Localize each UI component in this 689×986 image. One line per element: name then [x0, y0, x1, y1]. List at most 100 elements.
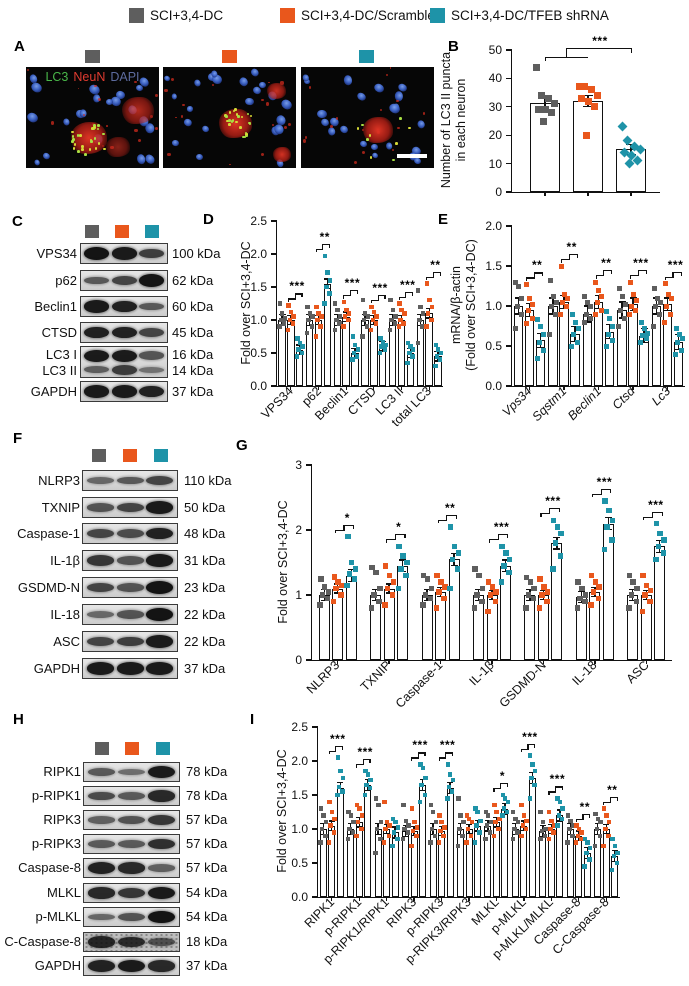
blot-row-label: RIPK3 [43, 812, 81, 827]
error-cap [512, 822, 519, 825]
scatter-point [363, 768, 368, 774]
blot-band [148, 910, 176, 924]
sig-bracket [611, 270, 613, 274]
scatter-point [335, 579, 341, 585]
blot-band [111, 385, 137, 398]
scatter-point [668, 311, 673, 317]
red-speck [97, 97, 101, 101]
sig-bracket [568, 254, 570, 261]
scatter-point [294, 354, 300, 359]
blot-band [84, 366, 110, 374]
scatter-point [433, 605, 440, 611]
scatter-point [497, 816, 502, 822]
nucleus [316, 109, 327, 119]
sig-bracket [438, 757, 440, 761]
blot-row-label: GAPDH [30, 383, 77, 399]
scatter-point [419, 782, 424, 788]
scatter-point [594, 826, 600, 832]
scatter-point [451, 543, 458, 549]
sig-bracket [335, 745, 337, 752]
blot-row-label: TXNIP [41, 499, 80, 515]
error-cap [604, 517, 612, 519]
scatter-point [368, 777, 373, 783]
scatter-point [390, 307, 396, 313]
red-speck [182, 104, 185, 107]
scatter-point [476, 572, 482, 579]
scatter-point [415, 340, 421, 346]
scatter-point [654, 295, 660, 301]
sig-bracket [370, 299, 373, 304]
scatter-point [477, 830, 482, 835]
scatter-point [445, 796, 450, 801]
scatter-point [572, 319, 578, 325]
scatter-point [382, 602, 388, 608]
scatter-point [515, 819, 521, 825]
error-cap [584, 846, 591, 849]
sig-bracket [334, 529, 336, 533]
scatter-point [361, 317, 367, 323]
blot-band [87, 913, 115, 921]
scatter-point [382, 799, 387, 805]
y-tick-label: 0.0 [485, 379, 502, 393]
scatter-point [373, 796, 379, 801]
scatter-point [472, 566, 478, 572]
scatter-point [639, 608, 646, 614]
error-cap [423, 589, 431, 591]
sig-stars: *** [592, 34, 608, 48]
sig-bracket [329, 243, 331, 248]
x-tick [331, 897, 333, 901]
scatter-point [428, 802, 434, 808]
error-cap [606, 338, 613, 340]
sig-bracket [370, 299, 378, 301]
y-axis [310, 465, 312, 662]
scatter-point [547, 331, 553, 337]
sig-bracket [575, 818, 577, 823]
scatter-point [471, 605, 478, 611]
sig-bracket [651, 511, 654, 518]
error-cap [328, 820, 335, 822]
blot-row-label: p62 [55, 272, 77, 288]
scatter-point [401, 321, 406, 326]
sig-bracket [545, 57, 547, 61]
sig-bracket [377, 294, 379, 301]
scatter-point [345, 533, 351, 540]
scatter-point [319, 592, 326, 598]
scatter-point [427, 595, 434, 601]
scatter-point [407, 350, 412, 356]
nucleus [415, 119, 426, 130]
scatter-point [492, 598, 499, 605]
scatter-point [602, 498, 608, 504]
bar [457, 829, 464, 897]
scatter-point [346, 809, 351, 815]
scatter-point [381, 840, 387, 845]
scatter-point [485, 813, 491, 818]
y-tick-label: 50 [488, 43, 502, 57]
scatter-point [604, 309, 610, 315]
nucleus [143, 153, 156, 166]
error-cap [351, 347, 359, 350]
sig-stars: ** [607, 782, 618, 797]
scatter-point [351, 576, 358, 582]
y-tick-label: 0.0 [250, 379, 267, 393]
scatter-point [335, 307, 340, 313]
scatter-point [519, 295, 525, 301]
scatter-point [610, 323, 616, 329]
sig-bracket [560, 259, 563, 263]
scatter-point [502, 796, 508, 801]
scatter-point [520, 823, 526, 828]
error-cap [514, 313, 522, 315]
scatter-point [633, 598, 640, 605]
scatter-point [610, 836, 615, 842]
nucleus [319, 116, 331, 128]
scatter-point [535, 106, 542, 114]
blot-row-label: C-Caspase-8 [4, 934, 81, 949]
scatter-point [645, 330, 650, 336]
scatter-point [606, 507, 612, 514]
error-bar [326, 279, 328, 289]
red-speck [361, 150, 366, 154]
scatter-point [447, 585, 453, 592]
scatter-point [512, 826, 517, 832]
lc3-punctum [248, 121, 251, 125]
lane-swatch-orange-icon [123, 449, 137, 462]
error-cap [539, 825, 546, 827]
